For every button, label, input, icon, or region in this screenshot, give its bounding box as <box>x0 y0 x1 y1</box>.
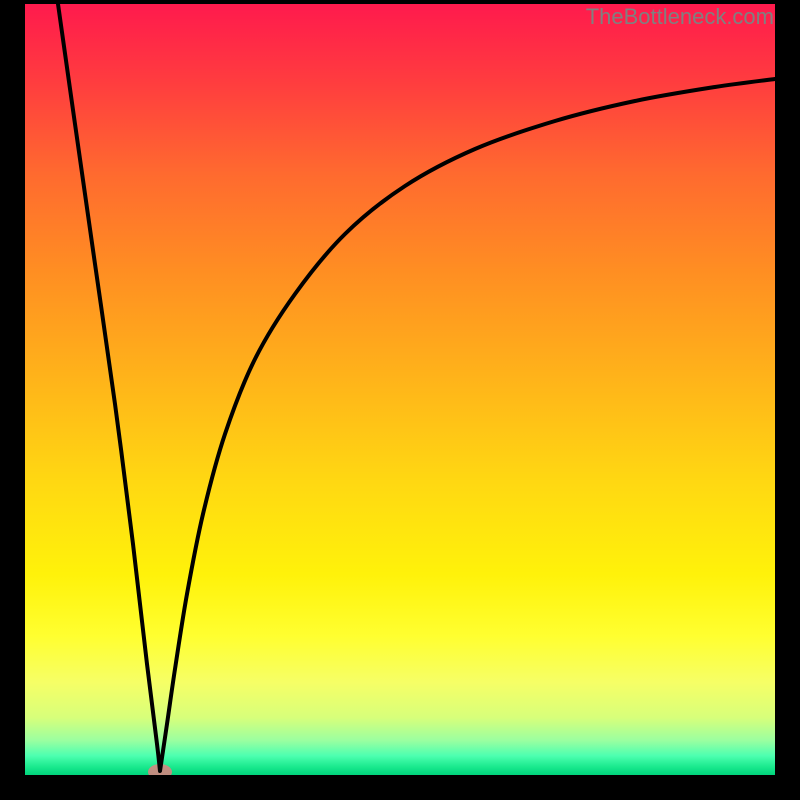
chart-stage: TheBottleneck.com <box>0 0 800 800</box>
frame-right <box>775 0 800 800</box>
watermark-text: TheBottleneck.com <box>586 4 774 30</box>
curve-path <box>58 4 775 771</box>
bottleneck-curve <box>25 4 775 775</box>
frame-bottom <box>0 775 800 800</box>
frame-left <box>0 0 25 800</box>
